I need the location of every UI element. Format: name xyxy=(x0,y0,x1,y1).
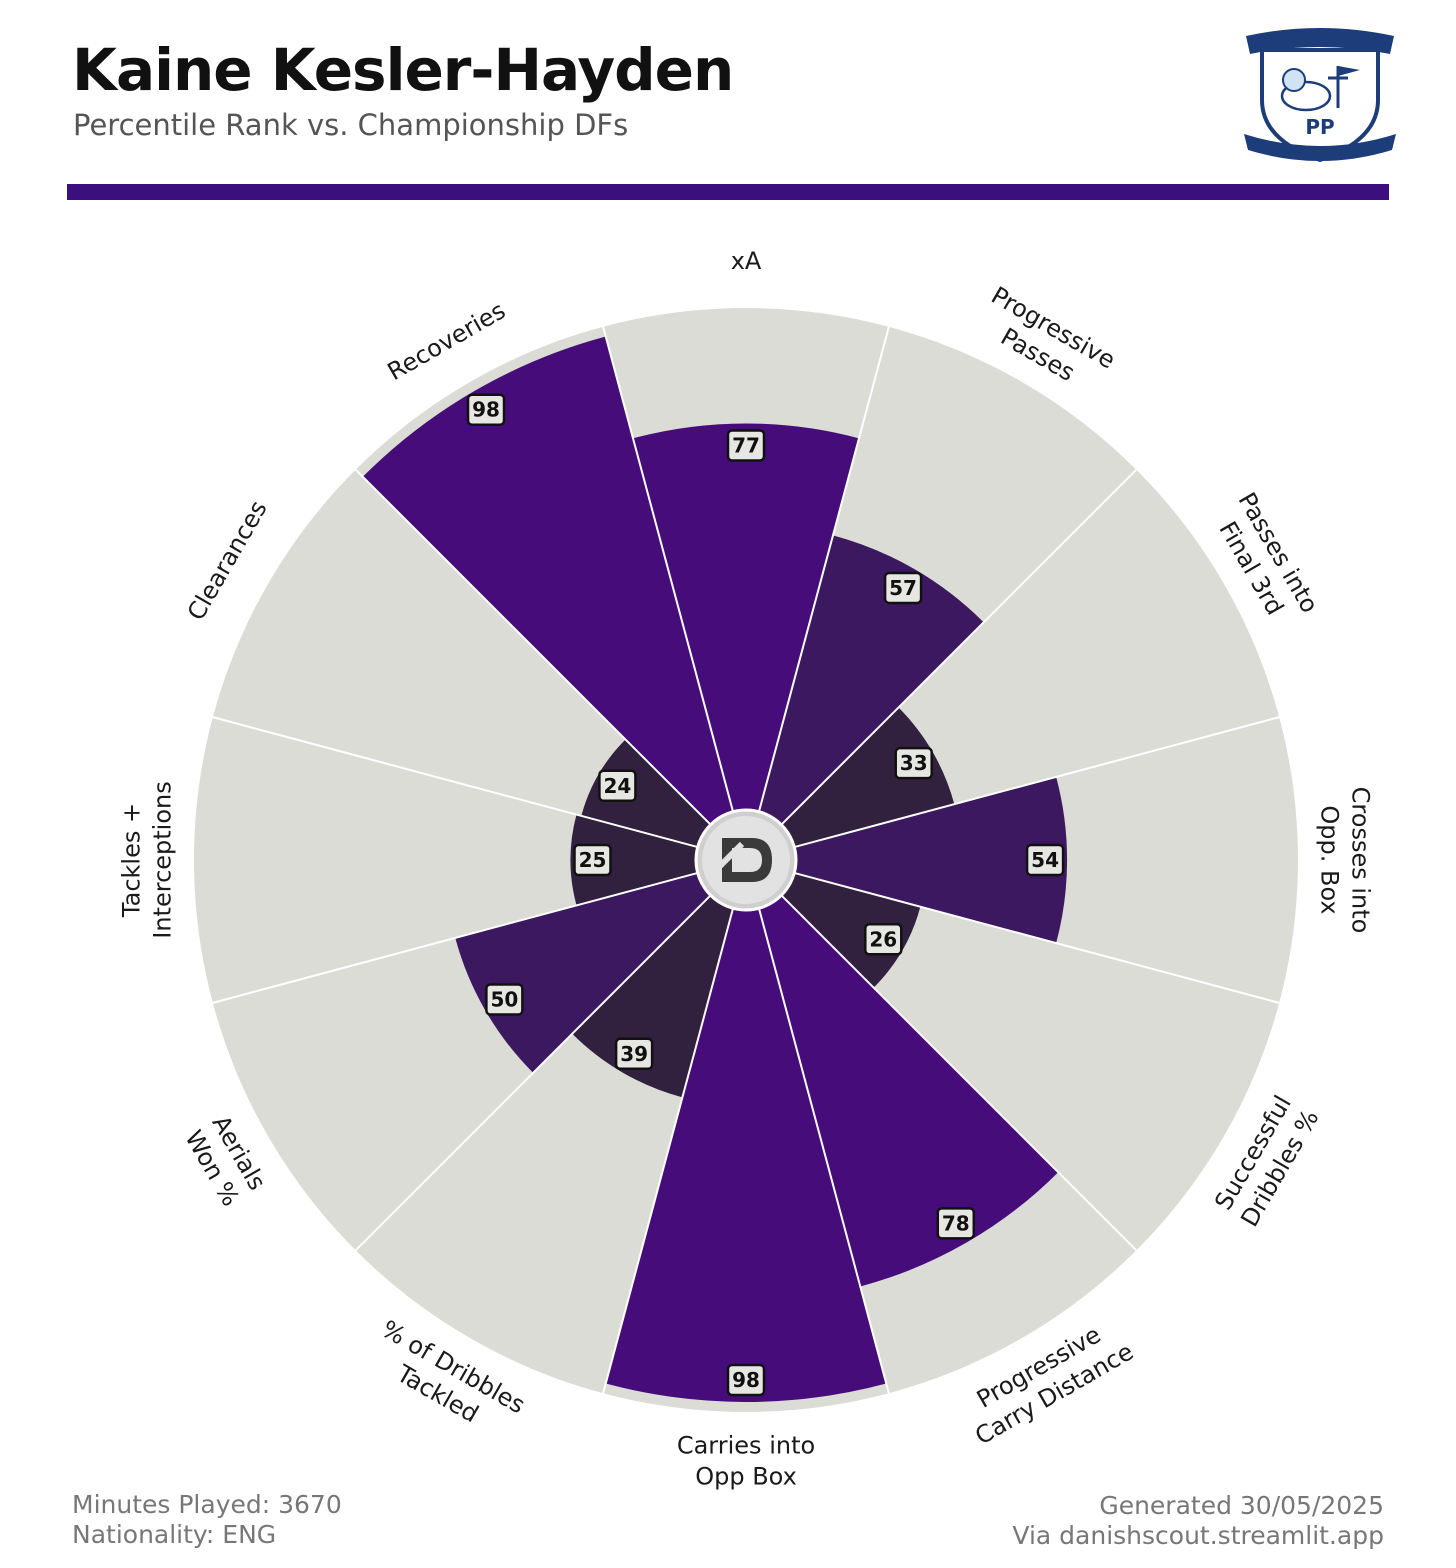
bar-progressive-carry-distance xyxy=(758,895,1059,1287)
value-label-carries-into-opp-box: 98 xyxy=(726,1363,766,1397)
bar-progressive-passes xyxy=(758,535,984,825)
bar-recoveries xyxy=(362,336,734,825)
bar-clearances xyxy=(581,739,711,848)
player-name-title: Kaine Kesler-Hayden xyxy=(72,36,734,104)
value-label-clearances: 24 xyxy=(598,769,637,803)
value-label-recoveries: 98 xyxy=(466,393,506,426)
value-label-progressive-carry-distance: 78 xyxy=(936,1207,976,1240)
generated-date-text: Generated 30/05/2025 xyxy=(1099,1491,1384,1520)
svg-text:Opp Box: Opp Box xyxy=(695,1463,797,1491)
value-label-crosses-into-opp-box: 54 xyxy=(1025,843,1065,877)
svg-text:Interceptions: Interceptions xyxy=(149,781,177,938)
svg-text:Crosses into: Crosses into xyxy=(1347,787,1375,934)
axis-label-carries-into-opp-box: Carries into Opp Box xyxy=(677,1432,815,1491)
svg-text:57: 57 xyxy=(889,576,917,600)
value-label-xa: 77 xyxy=(726,429,766,462)
background-wedge-successful-dribbles xyxy=(781,872,1280,1251)
svg-text:50: 50 xyxy=(490,988,518,1012)
svg-text:Opp. Box: Opp. Box xyxy=(1316,805,1344,914)
minutes-played-text: Minutes Played: 3670 xyxy=(72,1490,342,1519)
bar-of-dribbles-tackled xyxy=(572,895,734,1098)
bar-crosses-into-opp-box xyxy=(794,776,1068,944)
wedge-divider xyxy=(780,468,1138,826)
background-wedge-clearances xyxy=(212,469,711,848)
value-label-aerials-won: 50 xyxy=(485,983,524,1016)
svg-text:39: 39 xyxy=(620,1042,648,1066)
chart-subtitle: Percentile Rank vs. Championship DFs xyxy=(73,108,629,142)
svg-text:xA: xA xyxy=(731,247,762,275)
wedge-divider xyxy=(757,326,890,812)
value-label-progressive-passes: 57 xyxy=(883,571,923,605)
svg-text:33: 33 xyxy=(900,751,928,775)
svg-text:25: 25 xyxy=(579,848,607,872)
svg-text:PP: PP xyxy=(1305,115,1334,139)
svg-text:54: 54 xyxy=(1031,848,1059,872)
nationality-text: Nationality: ENG xyxy=(72,1520,277,1549)
header-divider-bar xyxy=(67,184,1389,200)
svg-text:Carries into: Carries into xyxy=(677,1432,815,1460)
bar-aerials-won xyxy=(455,872,711,1073)
bar-passes-into-final-3rd xyxy=(781,707,955,848)
bar-successful-dribbles xyxy=(781,872,921,988)
wedge-divider xyxy=(757,908,890,1394)
value-label-successful-dribbles: 26 xyxy=(864,923,903,956)
axis-label-xa: xA xyxy=(731,247,762,275)
wedge-divider xyxy=(354,894,712,1252)
wedge-divider xyxy=(602,326,735,812)
axis-label-tackles-interceptions: Tackles + Interceptions xyxy=(118,781,177,938)
club-crest-logo: PP xyxy=(1244,28,1396,163)
wedge-divider xyxy=(212,871,698,1004)
svg-text:77: 77 xyxy=(732,433,760,457)
wedge-divider xyxy=(602,908,735,1394)
svg-text:24: 24 xyxy=(603,774,631,798)
center-logo-badge xyxy=(694,808,798,912)
svg-text:98: 98 xyxy=(472,398,500,422)
wedge-divider xyxy=(794,716,1280,849)
wedge-divider xyxy=(780,894,1138,1252)
wedge-divider xyxy=(212,716,698,849)
value-label-tackles-interceptions: 25 xyxy=(573,843,612,877)
source-credit-text: Via danishscout.streamlit.app xyxy=(1012,1521,1384,1550)
svg-text:98: 98 xyxy=(732,1368,760,1392)
bar-tackles-interceptions xyxy=(570,814,698,906)
wedge-divider xyxy=(794,871,1280,1004)
svg-text:78: 78 xyxy=(942,1211,970,1235)
value-label-passes-into-final-3rd: 33 xyxy=(894,746,933,780)
bar-xa xyxy=(633,423,859,812)
bar-carries-into-opp-box xyxy=(605,908,887,1402)
svg-text:26: 26 xyxy=(869,927,897,951)
svg-text:Tackles +: Tackles + xyxy=(118,803,146,918)
background-wedge-tackles-interceptions xyxy=(194,717,698,1003)
wedge-divider xyxy=(354,468,712,826)
value-label-of-dribbles-tackled: 39 xyxy=(614,1037,654,1071)
